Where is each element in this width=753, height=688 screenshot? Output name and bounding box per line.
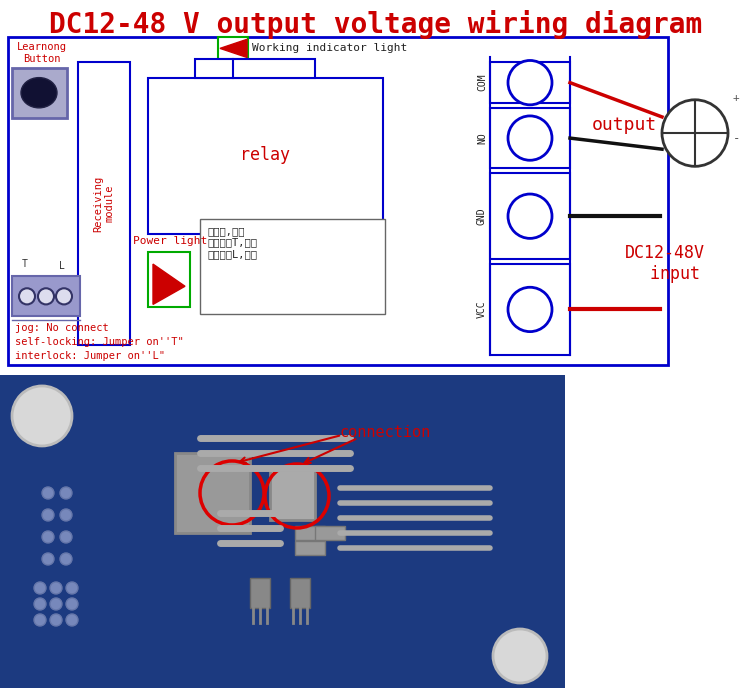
Bar	[218, 37, 248, 59]
Bar	[175, 453, 250, 533]
Circle shape	[508, 194, 552, 238]
Circle shape	[56, 288, 72, 304]
Circle shape	[60, 487, 72, 499]
Text: Power light: Power light	[133, 236, 207, 246]
Text: Learnong
Button: Learnong Button	[17, 43, 67, 64]
Text: NO: NO	[477, 132, 487, 144]
Circle shape	[34, 598, 46, 610]
Circle shape	[50, 614, 62, 626]
Circle shape	[662, 100, 728, 166]
Text: self-locking: Jumper on''T": self-locking: Jumper on''T"	[15, 336, 184, 347]
Text: Working indicator light: Working indicator light	[252, 43, 407, 54]
Text: GND: GND	[477, 207, 487, 225]
Bar	[8, 37, 668, 365]
Circle shape	[38, 288, 54, 304]
Circle shape	[66, 614, 78, 626]
Bar	[195, 59, 315, 78]
Circle shape	[50, 598, 62, 610]
Text: DC12-48V
  input: DC12-48V input	[625, 244, 705, 283]
Bar	[148, 252, 190, 308]
Bar	[290, 578, 310, 608]
Polygon shape	[220, 39, 247, 58]
Circle shape	[508, 61, 552, 105]
Text: DC12-48 V output voltage wiring diagram: DC12-48 V output voltage wiring diagram	[50, 10, 703, 39]
Bar	[490, 63, 570, 103]
Text: jog: No connect: jog: No connect	[15, 323, 108, 332]
Circle shape	[66, 582, 78, 594]
Text: +: +	[733, 93, 739, 103]
Bar	[78, 63, 130, 345]
Bar	[490, 264, 570, 355]
Bar	[295, 526, 325, 540]
Circle shape	[42, 531, 54, 543]
Bar	[565, 375, 753, 688]
Circle shape	[493, 629, 547, 683]
Bar	[490, 108, 570, 169]
Text: connection: connection	[340, 425, 431, 440]
Bar	[250, 578, 270, 608]
Text: COM: COM	[477, 74, 487, 92]
Circle shape	[60, 531, 72, 543]
Circle shape	[42, 509, 54, 521]
Ellipse shape	[21, 78, 57, 108]
Circle shape	[508, 116, 552, 160]
Bar	[0, 375, 565, 688]
Bar	[490, 173, 570, 259]
Text: T: T	[22, 259, 28, 269]
Text: L: L	[59, 261, 65, 271]
Bar	[12, 67, 67, 118]
Text: VCC: VCC	[477, 301, 487, 319]
Circle shape	[12, 386, 72, 446]
Circle shape	[42, 487, 54, 499]
Circle shape	[50, 582, 62, 594]
Polygon shape	[153, 264, 185, 304]
Bar	[270, 470, 315, 520]
Circle shape	[60, 509, 72, 521]
Bar	[295, 541, 325, 555]
Circle shape	[34, 582, 46, 594]
Text: interlock: Jumper on''L": interlock: Jumper on''L"	[15, 351, 165, 361]
Bar	[315, 526, 345, 540]
Circle shape	[66, 598, 78, 610]
Bar	[148, 78, 383, 234]
Text: Receiving
module: Receiving module	[93, 175, 114, 232]
Text: relay: relay	[240, 147, 290, 164]
Circle shape	[19, 288, 35, 304]
Circle shape	[42, 553, 54, 565]
Text: 不短接,点动
跳帽短接T,自锁
跳帽短接L,互锁: 不短接,点动 跳帽短接T,自锁 跳帽短接L,互锁	[207, 226, 257, 259]
Circle shape	[34, 614, 46, 626]
Bar	[12, 276, 80, 316]
Text: output: output	[592, 116, 657, 134]
Circle shape	[508, 288, 552, 332]
Bar	[200, 219, 385, 314]
Circle shape	[60, 553, 72, 565]
Text: -: -	[733, 131, 740, 144]
